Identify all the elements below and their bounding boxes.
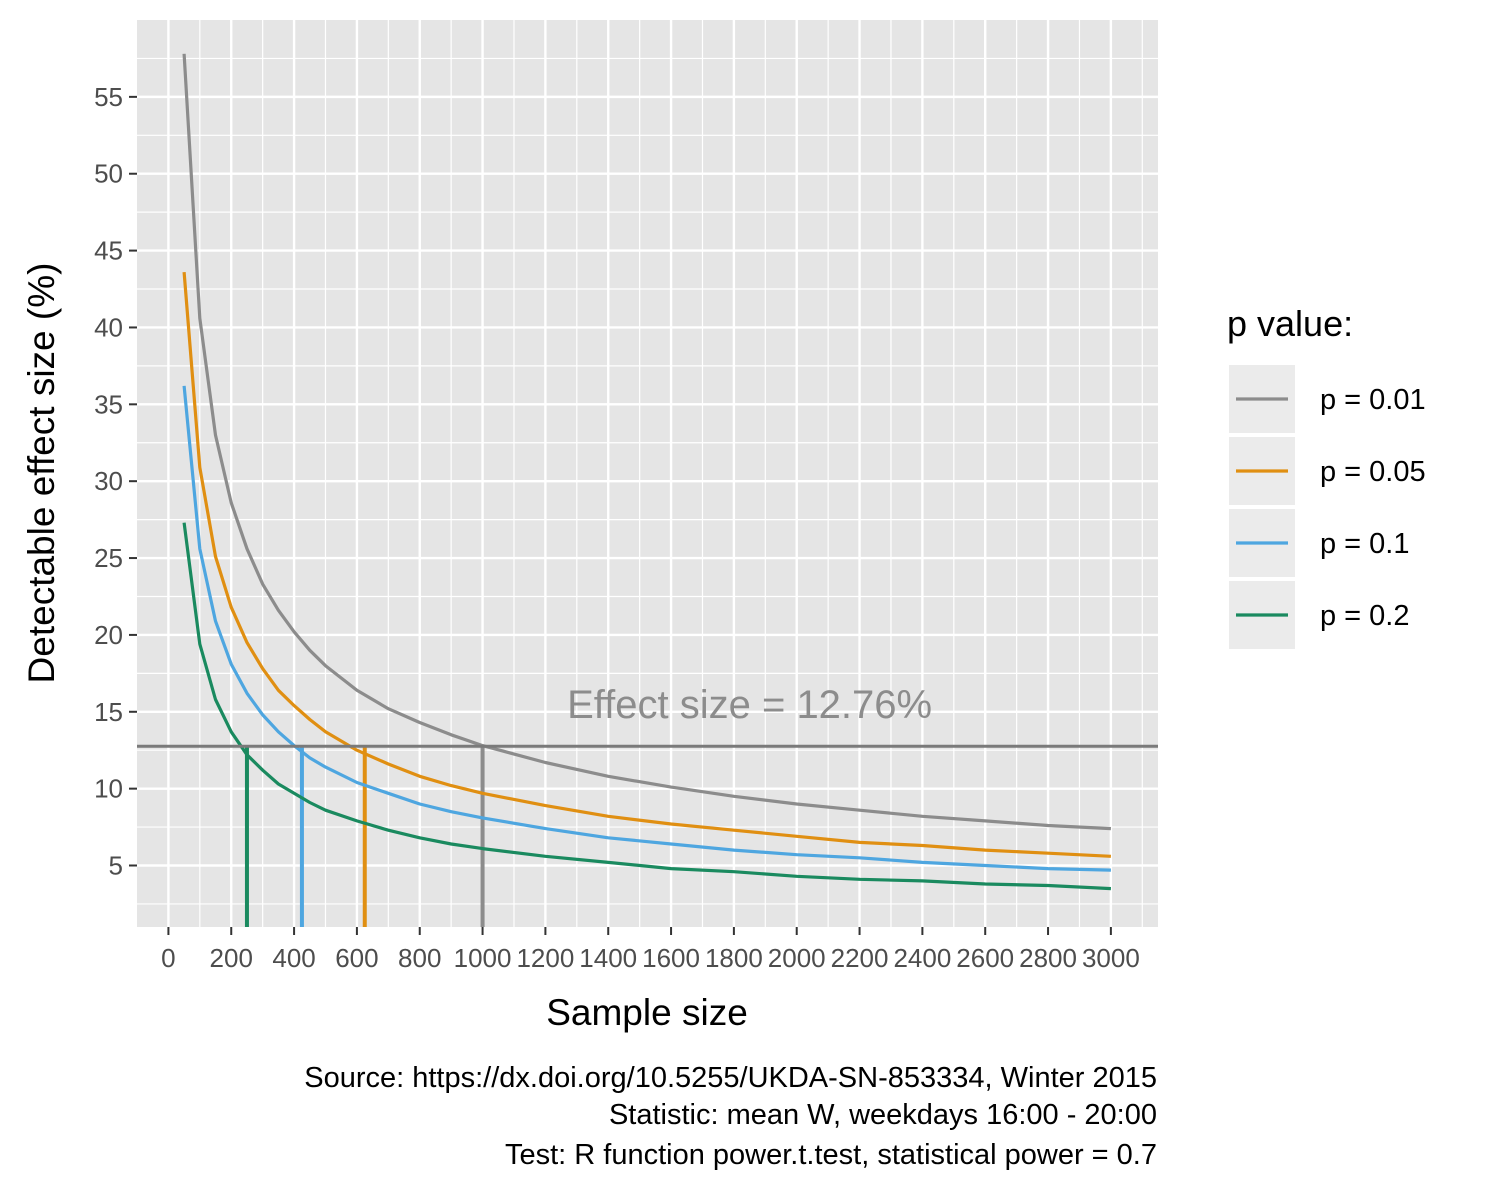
legend-label: p = 0.1 xyxy=(1320,528,1410,560)
y-tick-label: 50 xyxy=(94,159,123,189)
x-tick-label: 600 xyxy=(335,943,378,973)
y-tick-label: 30 xyxy=(94,466,123,496)
x-tick-label: 1600 xyxy=(642,943,700,973)
legend-title: p value: xyxy=(1227,303,1353,344)
y-tick-label: 35 xyxy=(94,389,123,419)
axes: 0 200 400 600 800 1000 1200 1400 1600 1800 2000 220… xyxy=(94,82,1140,973)
caption: Source: https://dx.doi.org/10.5255/UKDA-… xyxy=(304,1062,1157,1171)
x-tick-label: 0 xyxy=(161,943,175,973)
x-tick-label: 2600 xyxy=(956,943,1014,973)
reference-line-group: Effect size = 12.76% xyxy=(137,683,1158,748)
x-tick-label: 800 xyxy=(398,943,441,973)
x-tick-label: 2400 xyxy=(893,943,951,973)
legend-label: p = 0.2 xyxy=(1320,600,1410,632)
x-tick-label: 400 xyxy=(272,943,315,973)
y-tick-label: 20 xyxy=(94,620,123,650)
x-tick-label: 1000 xyxy=(454,943,512,973)
series-line xyxy=(182,271,1111,858)
legend-label: p = 0.01 xyxy=(1320,384,1426,416)
reference-label: Effect size = 12.76% xyxy=(567,683,932,727)
y-tick-label: 40 xyxy=(94,312,123,342)
y-axis-title: Detectable effect size (%) xyxy=(21,263,62,684)
x-tick-label: 200 xyxy=(210,943,253,973)
y-tick-label: 45 xyxy=(94,236,123,266)
x-tick-label: 1400 xyxy=(579,943,637,973)
y-tick-label: 25 xyxy=(94,543,123,573)
x-tick-label: 1200 xyxy=(516,943,574,973)
series-line xyxy=(182,385,1111,872)
caption-line-3: Test: R function power.t.test, statistic… xyxy=(505,1139,1157,1171)
series-lines xyxy=(182,53,1111,891)
legend-label: p = 0.05 xyxy=(1320,456,1426,488)
x-tick-label: 2800 xyxy=(1019,943,1077,973)
caption-line-2: Statistic: mean W, weekdays 16:00 - 20:0… xyxy=(609,1099,1157,1131)
y-tick-label: 10 xyxy=(94,774,123,804)
y-tick-label: 55 xyxy=(94,82,123,112)
series-line xyxy=(182,522,1111,891)
series-line xyxy=(182,53,1111,831)
y-tick-label: 15 xyxy=(94,697,123,727)
x-tick-label: 3000 xyxy=(1082,943,1140,973)
caption-line-1: Source: https://dx.doi.org/10.5255/UKDA-… xyxy=(304,1062,1157,1094)
y-tick-label: 5 xyxy=(109,851,123,881)
x-tick-label: 1800 xyxy=(705,943,763,973)
x-axis-title: Sample size xyxy=(546,992,748,1033)
panel-background xyxy=(137,20,1158,927)
x-tick-label: 2200 xyxy=(831,943,889,973)
legend: p value: p = 0.01 p = 0.05 p = 0.1 p = 0.2 xyxy=(1227,303,1426,649)
drop-lines xyxy=(244,746,485,927)
x-tick-label: 2000 xyxy=(768,943,826,973)
